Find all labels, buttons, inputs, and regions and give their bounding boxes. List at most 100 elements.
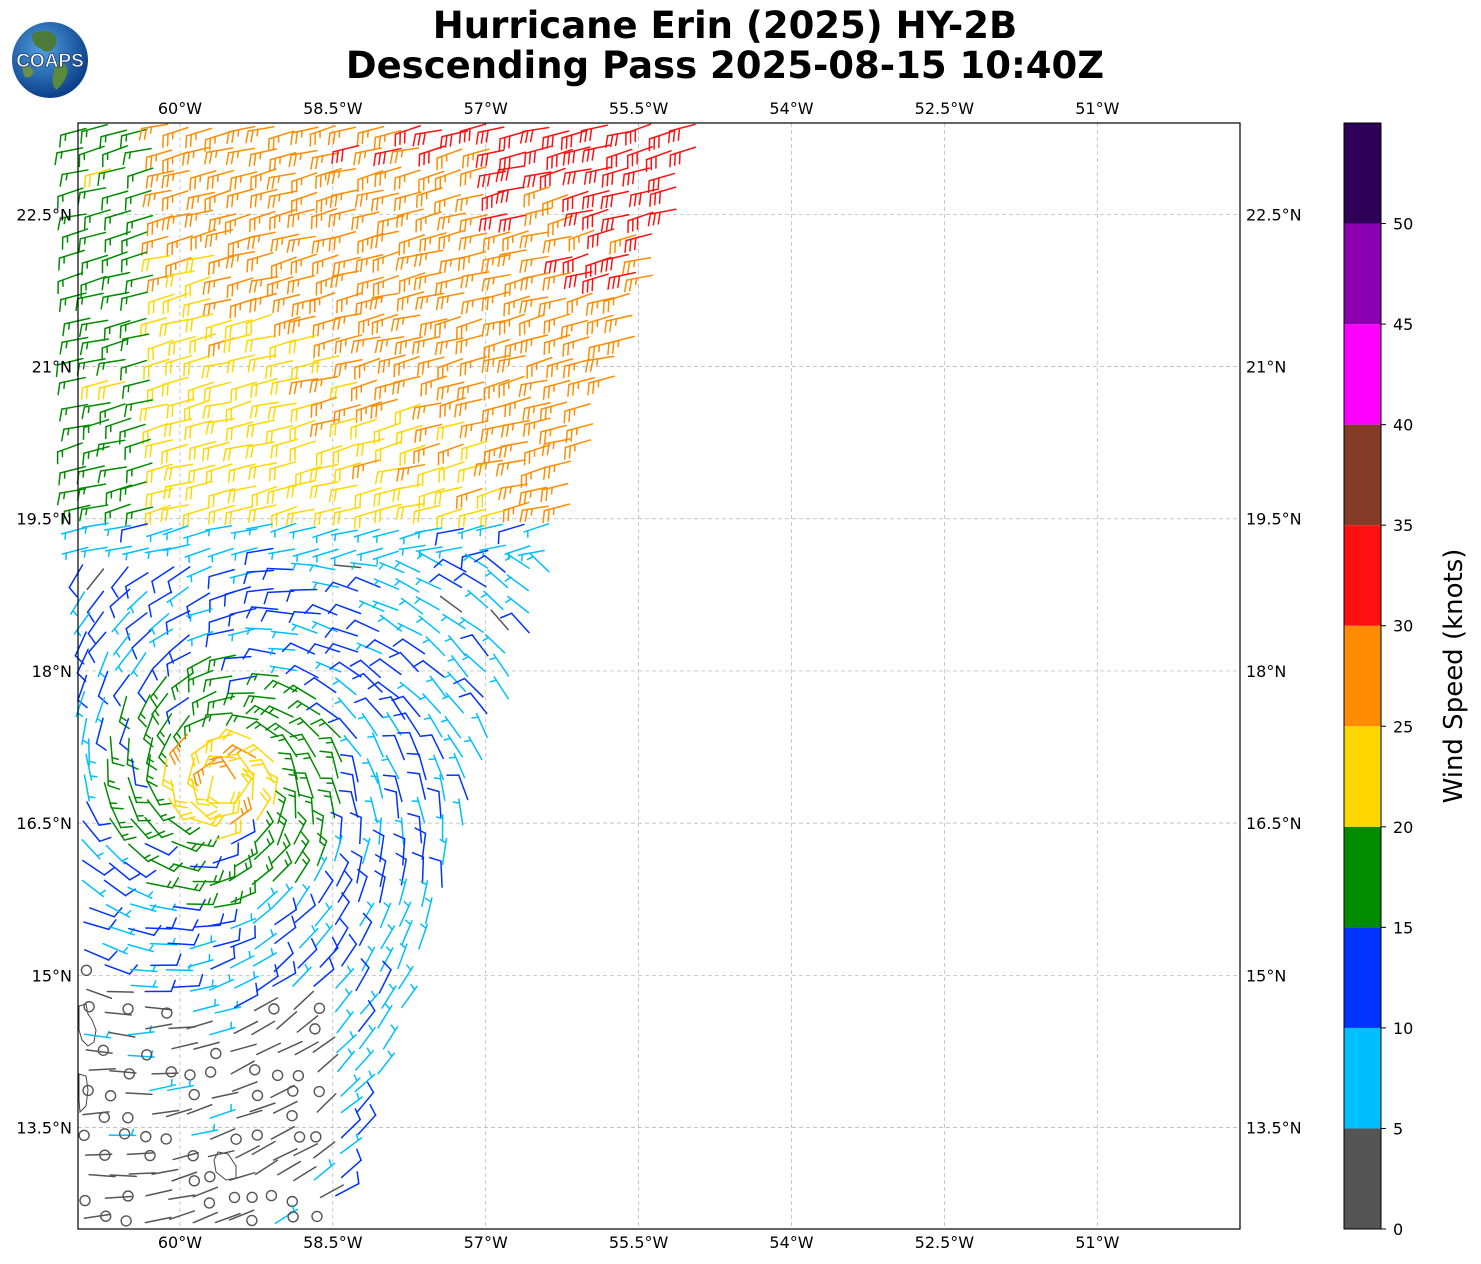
wind-barb <box>208 213 237 233</box>
lat-tick-label-left: 22.5°N <box>16 205 72 224</box>
lon-tick-label-top: 57°W <box>464 99 508 118</box>
wind-barb <box>372 275 399 297</box>
wind-barb <box>124 861 157 878</box>
wind-barb <box>226 188 254 209</box>
wind-barb <box>374 467 405 485</box>
wind-barb <box>287 208 315 229</box>
wind-barb <box>247 504 277 523</box>
wind-barb <box>567 377 595 398</box>
wind-barb <box>483 338 511 361</box>
wind-barb <box>246 1214 258 1227</box>
wind-barb <box>396 291 425 312</box>
wind-barb <box>269 339 297 361</box>
wind-barb <box>108 1031 136 1038</box>
wind-barb <box>84 1153 113 1156</box>
wind-barb <box>137 669 153 703</box>
wind-barb <box>163 463 194 481</box>
wind-barb <box>202 675 233 693</box>
wind-barb <box>205 733 234 754</box>
wind-barb <box>146 781 172 806</box>
wind-barb <box>543 334 571 356</box>
wind-barb <box>246 606 279 619</box>
wind-barb <box>148 293 175 315</box>
lat-tick-label-left: 19.5°N <box>16 510 72 529</box>
wind-barb <box>412 129 442 147</box>
wind-barb <box>475 149 505 168</box>
wind-barb <box>356 125 385 146</box>
wind-barb <box>226 125 256 145</box>
wind-barb <box>126 591 148 614</box>
wind-barb <box>156 713 173 746</box>
wind-barb <box>189 170 217 191</box>
wind-barb <box>124 189 152 211</box>
lat-tick-label-left: 21°N <box>32 358 72 377</box>
wind-barb <box>191 690 217 716</box>
wind-barb <box>86 988 113 1000</box>
wind-barb <box>333 404 361 425</box>
wind-barb <box>397 731 421 758</box>
wind-barb <box>418 145 446 167</box>
wind-barb <box>586 314 614 336</box>
wind-barb <box>120 359 147 381</box>
wind-barb <box>395 208 424 228</box>
wind-barb <box>333 359 363 378</box>
wind-barb <box>398 272 426 294</box>
wind-barb <box>209 1021 236 1036</box>
wind-barb <box>607 335 635 356</box>
colorbar-bin <box>1344 1027 1381 1129</box>
wind-barb <box>141 255 171 273</box>
wind-barb <box>144 547 172 560</box>
wind-barb <box>183 355 211 377</box>
wind-barb <box>414 596 440 611</box>
wind-barb <box>81 859 115 876</box>
wind-barb <box>214 1212 241 1224</box>
wind-barb <box>263 590 295 605</box>
wind-barb <box>396 463 426 482</box>
wind-barb <box>499 313 526 336</box>
wind-barb <box>182 506 210 528</box>
wind-barb <box>317 1053 339 1073</box>
wind-barb <box>369 658 402 676</box>
lon-tick-label-bottom: 54°W <box>769 1233 813 1252</box>
wind-barb <box>144 1216 172 1224</box>
wind-barb <box>244 547 274 566</box>
lat-tick-label-right: 18°N <box>1246 662 1286 681</box>
wind-barb <box>538 297 567 317</box>
lat-tick-label-left: 15°N <box>32 966 72 985</box>
lon-tick-label-bottom: 51°W <box>1075 1233 1119 1252</box>
wind-barb <box>207 547 234 563</box>
wind-barb <box>462 653 486 672</box>
wind-barb <box>228 1209 255 1221</box>
plot-title: Hurricane Erin (2025) HY-2B Descending P… <box>0 6 1450 86</box>
wind-barb <box>448 752 466 779</box>
wind-barb <box>186 608 213 623</box>
wind-barb <box>78 1129 90 1141</box>
wind-barb <box>649 186 677 207</box>
wind-barb <box>137 694 151 728</box>
wind-barb <box>334 697 357 719</box>
wind-barb <box>165 963 194 972</box>
wind-barb <box>351 459 380 480</box>
wind-barb <box>56 488 87 506</box>
wind-barb <box>172 1152 199 1161</box>
wind-barb <box>330 270 360 289</box>
wind-barb <box>413 443 440 465</box>
wind-barb <box>171 840 205 852</box>
wind-barb <box>560 129 588 151</box>
wind-barb <box>223 692 255 706</box>
wind-barb <box>420 880 429 908</box>
wind-barb <box>481 273 511 292</box>
wind-barb <box>145 1023 173 1030</box>
wind-barb <box>201 361 231 379</box>
wind-barb <box>433 558 467 573</box>
wind-barb <box>285 508 315 527</box>
wind-barb <box>429 573 463 589</box>
wind-barb <box>328 484 358 503</box>
wind-barb <box>162 525 189 541</box>
wind-barb <box>271 833 291 864</box>
wind-barb <box>497 355 526 374</box>
wind-barb <box>202 276 232 295</box>
wind-barb <box>397 943 408 970</box>
wind-barb <box>81 879 107 898</box>
wind-barb <box>340 771 358 802</box>
